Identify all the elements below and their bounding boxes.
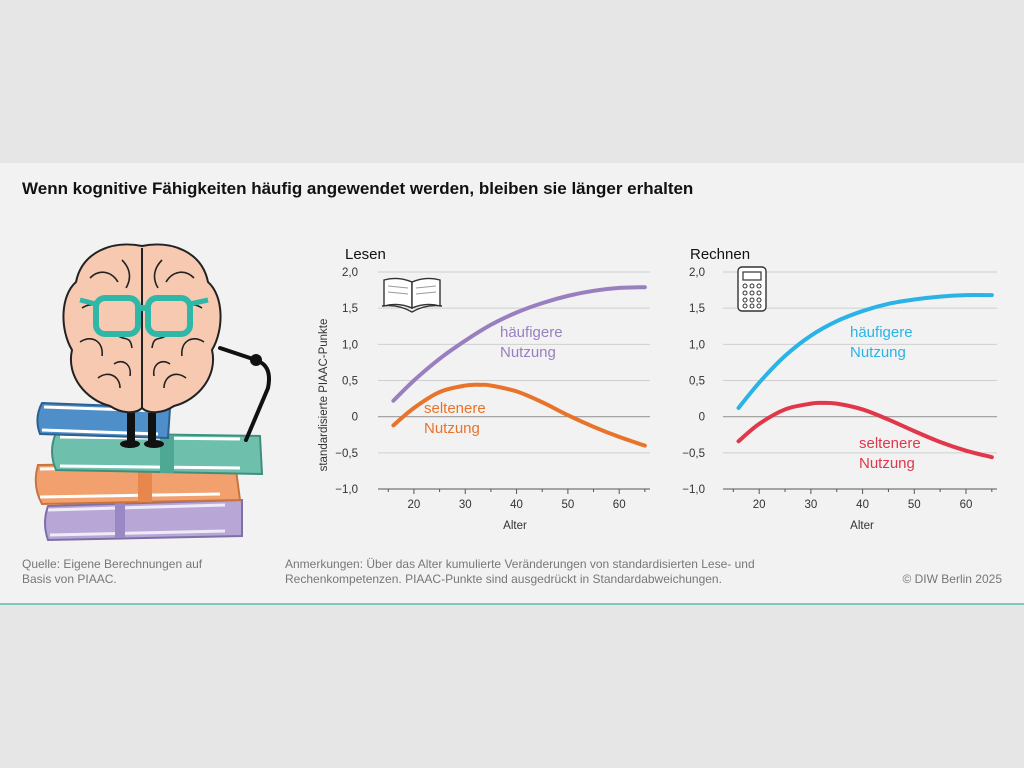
- x-tick-label: 20: [753, 499, 766, 511]
- microphone-icon: [218, 346, 271, 442]
- x-tick-label: 40: [856, 499, 869, 511]
- series-line-selten: [391, 382, 647, 448]
- label-selten-lesen: seltenere Nutzung: [424, 400, 486, 437]
- y-tick-label: 1,5: [689, 303, 705, 315]
- series-line-haeufig: [736, 293, 994, 410]
- brain-books-illustration: [34, 243, 271, 542]
- label-selten-rechnen: seltenere Nutzung: [859, 435, 921, 472]
- chart-title-lesen: Lesen: [345, 246, 386, 263]
- y-tick-label: 0,5: [342, 376, 358, 388]
- x-tick-label: 50: [561, 499, 574, 511]
- chart-lesen: Lesen 2,0 1,5 1,0 0,5 0 −0,5 −1,0 20 30 40 50 60 st…: [318, 246, 650, 532]
- y-tick-label: 0: [352, 412, 358, 424]
- source-note: Quelle: Eigene Berechnungen auf Basis vo…: [22, 557, 203, 586]
- y-tick-label: 2,0: [689, 267, 705, 279]
- x-tick-label: 60: [613, 499, 626, 511]
- label-haeufig-lesen: häufigere Nutzung: [500, 324, 563, 361]
- y-tick-label: −1,0: [682, 484, 705, 496]
- chart-rechnen-axes: 2,0 1,5 1,0 0,5 0 −0,5 −1,0 20 30 40 50 60: [682, 267, 997, 511]
- y-tick-label: −1,0: [335, 484, 358, 496]
- label-haeufig-rechnen: häufigere Nutzung: [850, 324, 913, 361]
- chart-title-rechnen: Rechnen: [690, 246, 750, 263]
- y-tick-label: 1,0: [342, 339, 358, 351]
- page-title: Wenn kognitive Fähigkeiten häufig angewe…: [22, 179, 694, 198]
- x-axis-label-rechnen: Alter: [850, 520, 874, 532]
- chart-rechnen-series: [736, 293, 994, 460]
- y-tick-label: 1,0: [689, 339, 705, 351]
- x-tick-label: 40: [510, 499, 523, 511]
- series-line-haeufig: [391, 285, 647, 403]
- y-tick-label: −0,5: [682, 448, 705, 460]
- glasses-icon: [79, 295, 209, 337]
- x-tick-label: 60: [960, 499, 973, 511]
- x-tick-label: 30: [459, 499, 472, 511]
- x-tick-label: 20: [408, 499, 421, 511]
- x-tick-label: 30: [804, 499, 817, 511]
- series-label-line2: Nutzung: [424, 420, 480, 437]
- series-label-line1: seltenere: [859, 435, 921, 452]
- y-tick-label: −0,5: [335, 448, 358, 460]
- y-axis-label-lesen: standardisierte PIAAC-Punkte: [318, 319, 330, 472]
- series-label-line2: Nutzung: [500, 344, 556, 361]
- series-line-selten: [736, 400, 994, 460]
- series-label-line1: häufigere: [850, 324, 913, 341]
- y-tick-label: 2,0: [342, 267, 358, 279]
- calculator-icon: [737, 266, 767, 312]
- series-label-line2: Nutzung: [850, 344, 906, 361]
- chart-lesen-axes: 2,0 1,5 1,0 0,5 0 −0,5 −1,0 20 30 40 50 60: [335, 267, 650, 511]
- book-icon: [381, 277, 443, 313]
- x-axis-label-lesen: Alter: [503, 520, 527, 532]
- y-tick-label: 0,5: [689, 376, 705, 388]
- panel-bottom-rule: [0, 603, 1024, 605]
- series-label-line2: Nutzung: [859, 455, 915, 472]
- chart-rechnen: Rechnen 2,01,51,00,50−0,5−1,020 30 40 50 60 …: [682, 246, 997, 532]
- chart-lesen-series: [391, 285, 647, 448]
- series-label-line1: seltenere: [424, 400, 486, 417]
- remarks-note: Anmerkungen: Über das Alter kumulierte V…: [285, 557, 755, 586]
- brain-icon: [62, 243, 222, 448]
- copyright: © DIW Berlin 2025: [902, 572, 1002, 586]
- y-tick-label: 1,5: [342, 303, 358, 315]
- x-tick-label: 50: [908, 499, 921, 511]
- series-label-line1: häufigere: [500, 324, 563, 341]
- y-tick-label: 0: [699, 412, 705, 424]
